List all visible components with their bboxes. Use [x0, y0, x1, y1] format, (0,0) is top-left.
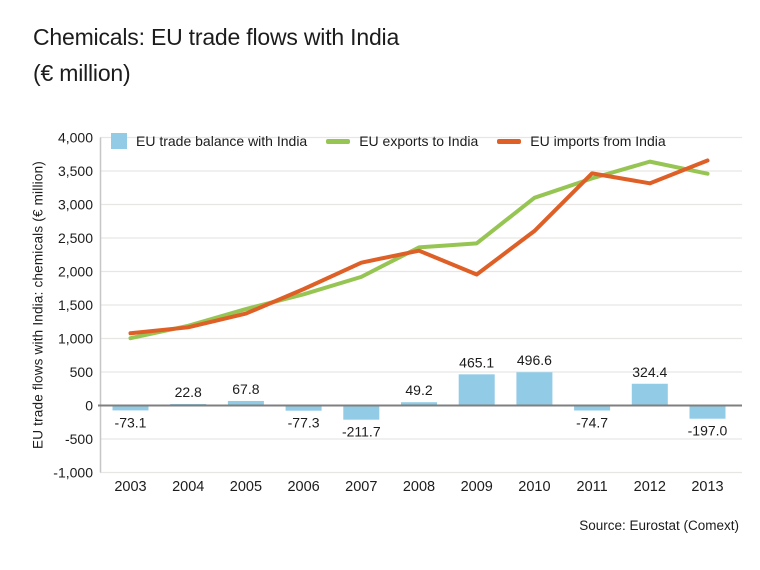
x-tick-2008: 2008 — [403, 479, 435, 495]
balance-label-2012: 324.4 — [632, 364, 667, 380]
x-tick-2010: 2010 — [518, 479, 550, 495]
trade-balance-swatch-icon — [111, 133, 127, 149]
legend-label-trade-balance: EU trade balance with India — [136, 133, 308, 149]
y-tick-1000: 1,000 — [58, 331, 93, 347]
balance-bar-2003 — [112, 405, 149, 411]
x-tick-2004: 2004 — [172, 479, 204, 495]
x-tick-2011: 2011 — [577, 479, 608, 495]
chart-title-units: (€ million) — [33, 60, 131, 86]
y-tick--1000: -1,000 — [53, 465, 93, 481]
balance-label-2011: -74.7 — [576, 415, 608, 431]
y-tick--500: -500 — [65, 431, 93, 447]
x-tick-2013: 2013 — [691, 479, 723, 495]
balance-bar-2007 — [343, 405, 380, 420]
legend-label-imports: EU imports from India — [530, 133, 666, 149]
source-note: Source: Eurostat (Comext) — [579, 518, 739, 533]
imports-line — [128, 158, 710, 336]
balance-label-2009: 465.1 — [459, 354, 494, 370]
balance-label-2010: 496.6 — [517, 352, 552, 368]
exports-line-swatch-icon — [326, 138, 351, 144]
x-tick-2012: 2012 — [634, 479, 666, 495]
balance-bar-2009 — [458, 374, 495, 406]
y-tick-2500: 2,500 — [58, 230, 93, 246]
x-tick-2007: 2007 — [345, 479, 377, 495]
x-tick-2009: 2009 — [461, 479, 493, 495]
legend-item-imports: EU imports from India — [497, 133, 666, 149]
balance-bar-2008 — [401, 402, 437, 406]
balance-label-2008: 49.2 — [405, 382, 432, 398]
y-tick-2000: 2,000 — [58, 264, 93, 280]
balance-bar-2005 — [227, 400, 264, 406]
legend-label-exports: EU exports to India — [359, 133, 479, 149]
balance-bar-2012 — [631, 383, 668, 406]
y-tick-3000: 3,000 — [58, 197, 93, 213]
y-tick-0: 0 — [85, 398, 93, 414]
balance-bar-2013 — [689, 405, 726, 419]
imports-line-swatch-icon — [497, 138, 522, 144]
x-tick-2006: 2006 — [287, 479, 319, 495]
balance-bar-2006 — [285, 405, 322, 411]
chart-title-line1: Chemicals: EU trade flows with India — [33, 24, 400, 50]
balance-label-2007: -211.7 — [342, 424, 381, 440]
balance-label-2006: -77.3 — [288, 415, 320, 431]
legend-item-exports: EU exports to India — [326, 133, 478, 149]
y-tick-4000: 4,000 — [58, 130, 93, 146]
y-tick-500: 500 — [70, 364, 94, 380]
x-tick-2003: 2003 — [114, 479, 146, 495]
chart-legend: EU trade balance with India EU exports t… — [111, 133, 666, 149]
balance-bar-2011 — [574, 405, 611, 411]
x-tick-2005: 2005 — [230, 479, 262, 495]
balance-label-2003: -73.1 — [115, 414, 147, 430]
y-tick-1500: 1,500 — [58, 297, 93, 313]
legend-item-trade-balance: EU trade balance with India — [111, 133, 307, 149]
balance-label-2013: -197.0 — [688, 423, 728, 439]
chart-title: Chemicals: EU trade flows with India (€ … — [33, 24, 399, 87]
exports-line — [128, 159, 710, 341]
balance-bar-2010 — [516, 372, 553, 406]
balance-label-2004: 22.8 — [175, 384, 202, 400]
y-tick-3500: 3,500 — [58, 163, 93, 179]
balance-label-2005: 67.8 — [232, 381, 259, 397]
